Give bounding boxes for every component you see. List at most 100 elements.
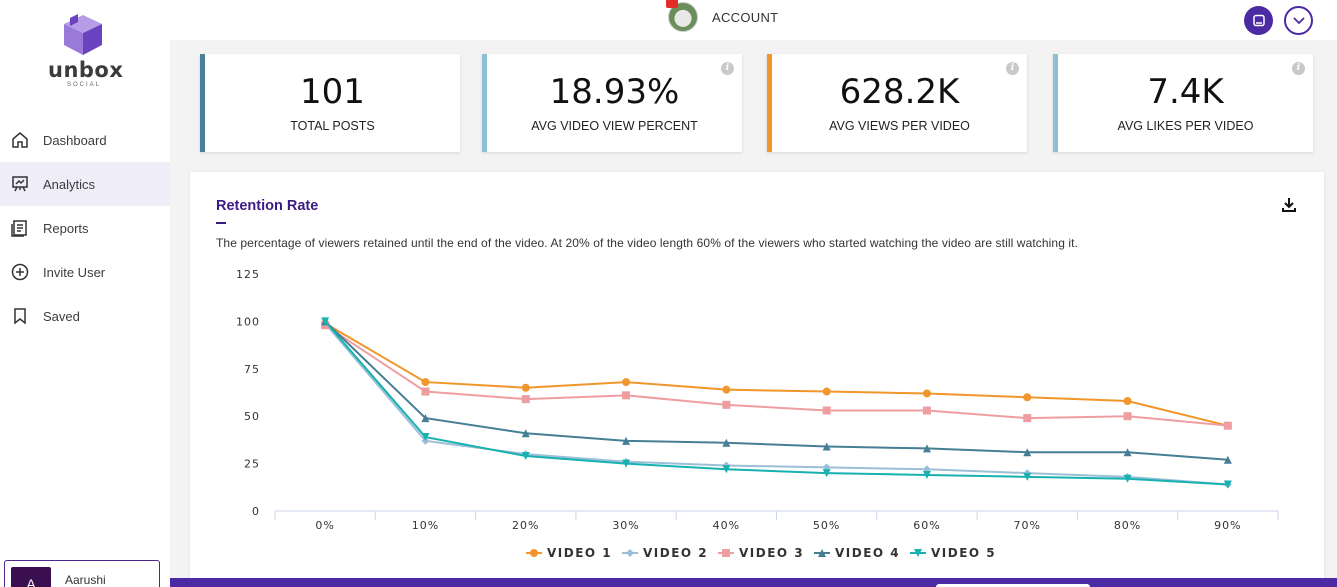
data-point — [722, 400, 731, 409]
data-point — [521, 383, 530, 392]
card-accent-bar — [200, 54, 205, 152]
panel-title: Retention Rate — [216, 198, 319, 214]
sidebar-item-label: Saved — [43, 308, 80, 324]
account-switcher[interactable]: ACCOUNT — [666, 0, 779, 32]
stat-card-avg-likes: 7.4K AVG LIKES PER VIDEO i — [1053, 54, 1313, 152]
series-line-video-4 — [324, 320, 1228, 461]
plus-circle-icon — [10, 262, 30, 282]
data-point — [1023, 393, 1032, 402]
data-point — [421, 433, 430, 442]
y-tick-label: 125 — [236, 268, 260, 281]
y-tick-label: 25 — [244, 458, 260, 471]
x-tick-label: 40% — [713, 519, 740, 532]
x-tick-label: 90% — [1214, 519, 1241, 532]
legend-label: VIDEO 2 — [643, 546, 708, 560]
legend-item-video-5[interactable]: VIDEO 5 — [910, 546, 996, 560]
chat-button[interactable] — [1244, 6, 1273, 35]
x-tick-label: 60% — [913, 519, 940, 532]
sidebar-item-label: Reports — [43, 220, 89, 236]
y-tick-label: 75 — [244, 363, 260, 376]
card-accent-bar — [1053, 54, 1058, 152]
legend-item-video-1[interactable]: VIDEO 1 — [526, 546, 612, 560]
user-name: Aarushi — [65, 573, 106, 587]
dropdown-button[interactable] — [1284, 6, 1313, 35]
series-line-video-2 — [324, 322, 1228, 486]
download-icon — [1282, 198, 1296, 212]
brand-name: unbox — [48, 58, 124, 82]
data-point — [722, 465, 731, 474]
legend-item-video-4[interactable]: VIDEO 4 — [814, 546, 900, 560]
sidebar-item-invite-user[interactable]: Invite User — [0, 250, 170, 294]
series-line-video-1 — [324, 322, 1229, 427]
data-point — [521, 452, 530, 461]
data-point — [1023, 448, 1032, 457]
document-icon — [10, 218, 30, 238]
retention-chart: 0 25 50 75 100 125 0% 10% 20% 30% 40% 50% 60% 70% 80% 9… — [236, 268, 1279, 560]
data-point — [1023, 414, 1032, 423]
data-point — [1123, 448, 1132, 457]
data-point — [622, 459, 631, 468]
data-point — [622, 391, 631, 400]
sidebar-item-label: Invite User — [43, 264, 106, 280]
series-line-video-5 — [324, 320, 1228, 486]
data-point — [1223, 455, 1232, 464]
y-tick-label: 50 — [244, 410, 260, 423]
stat-label: TOTAL POSTS — [290, 119, 375, 133]
stat-value: 628.2K — [839, 72, 960, 112]
sidebar-item-dashboard[interactable]: Dashboard — [0, 118, 170, 162]
unbox-logo[interactable]: unbox SOCIAL — [48, 14, 124, 94]
data-point — [822, 469, 831, 478]
bottom-tab[interactable] — [936, 584, 1090, 587]
series-line-video-3 — [324, 324, 1228, 427]
avatar: A — [11, 567, 51, 587]
data-point — [822, 406, 831, 415]
stat-value: 101 — [300, 72, 365, 112]
x-tick-label: 10% — [412, 519, 439, 532]
presentation-chart-icon — [10, 174, 30, 194]
legend-label: VIDEO 5 — [931, 546, 996, 560]
data-point — [1123, 474, 1132, 483]
info-icon[interactable]: i — [721, 62, 734, 75]
bottom-bar — [170, 578, 1337, 587]
data-point — [722, 385, 731, 394]
stat-label: AVG VIDEO VIEW PERCENT — [531, 119, 698, 133]
y-tick-label: 100 — [236, 315, 260, 328]
account-label: ACCOUNT — [712, 9, 779, 25]
data-point — [1023, 472, 1032, 481]
stat-label: AVG LIKES PER VIDEO — [1117, 119, 1254, 133]
data-point — [922, 389, 931, 398]
sidebar-item-saved[interactable]: Saved — [0, 294, 170, 338]
x-tick-label: 70% — [1014, 519, 1041, 532]
legend-label: VIDEO 3 — [739, 546, 804, 560]
data-point — [722, 438, 731, 447]
sidebar: unbox SOCIAL Dashboard Analytics Reports — [0, 0, 170, 587]
chevron-down-icon — [1292, 16, 1305, 24]
retention-panel: 0 25 50 75 100 125 0% 10% 20% 30% 40% 50% 60% 70% 80% 9… — [190, 172, 1324, 582]
data-point — [822, 387, 831, 396]
info-icon[interactable]: i — [1006, 62, 1019, 75]
user-menu[interactable]: A Aarushi — [4, 560, 160, 587]
stat-card-total-posts: 101 TOTAL POSTS — [200, 54, 460, 152]
data-point — [922, 470, 931, 479]
data-point — [822, 442, 831, 451]
info-icon[interactable]: i — [1292, 62, 1305, 75]
sidebar-item-reports[interactable]: Reports — [0, 206, 170, 250]
sidebar-item-analytics[interactable]: Analytics — [0, 162, 170, 206]
legend-item-video-3[interactable]: VIDEO 3 — [718, 546, 804, 560]
card-accent-bar — [482, 54, 487, 152]
stat-card-avg-view-percent: 18.93% AVG VIDEO VIEW PERCENT i — [482, 54, 742, 152]
x-tick-label: 30% — [612, 519, 639, 532]
sidebar-nav: Dashboard Analytics Reports Invite User … — [0, 118, 170, 338]
x-tick-label: 20% — [512, 519, 539, 532]
download-button[interactable] — [1280, 196, 1298, 214]
brand-sub: SOCIAL — [66, 82, 101, 88]
data-point — [622, 436, 631, 445]
legend-marker — [722, 549, 730, 557]
data-point — [521, 429, 530, 438]
data-point — [421, 387, 430, 396]
data-point — [321, 317, 330, 326]
y-tick-label: 0 — [252, 505, 260, 518]
legend-item-video-2[interactable]: VIDEO 2 — [622, 546, 708, 560]
legend-label: VIDEO 1 — [547, 546, 612, 560]
data-point — [521, 395, 530, 404]
